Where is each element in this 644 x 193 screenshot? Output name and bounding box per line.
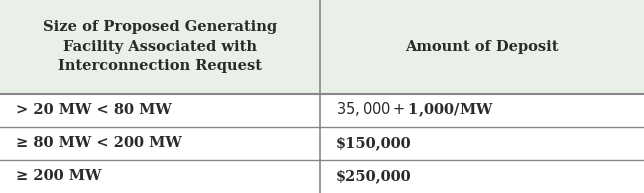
Text: Size of Proposed Generating
Facility Associated with
Interconnection Request: Size of Proposed Generating Facility Ass… bbox=[43, 20, 277, 73]
Text: $150,000: $150,000 bbox=[336, 136, 412, 150]
Bar bbox=[0, 160, 644, 193]
Text: > 20 MW < 80 MW: > 20 MW < 80 MW bbox=[16, 103, 172, 117]
Bar bbox=[320, 0, 644, 94]
Text: ≥ 200 MW: ≥ 200 MW bbox=[16, 169, 102, 183]
Text: $35,000 + $1,000/MW: $35,000 + $1,000/MW bbox=[336, 101, 494, 119]
Text: ≥ 80 MW < 200 MW: ≥ 80 MW < 200 MW bbox=[16, 136, 182, 150]
Text: $250,000: $250,000 bbox=[336, 169, 412, 183]
Text: Amount of Deposit: Amount of Deposit bbox=[405, 40, 559, 54]
Bar bbox=[0, 0, 320, 94]
Bar bbox=[0, 94, 644, 127]
Bar bbox=[0, 127, 644, 160]
